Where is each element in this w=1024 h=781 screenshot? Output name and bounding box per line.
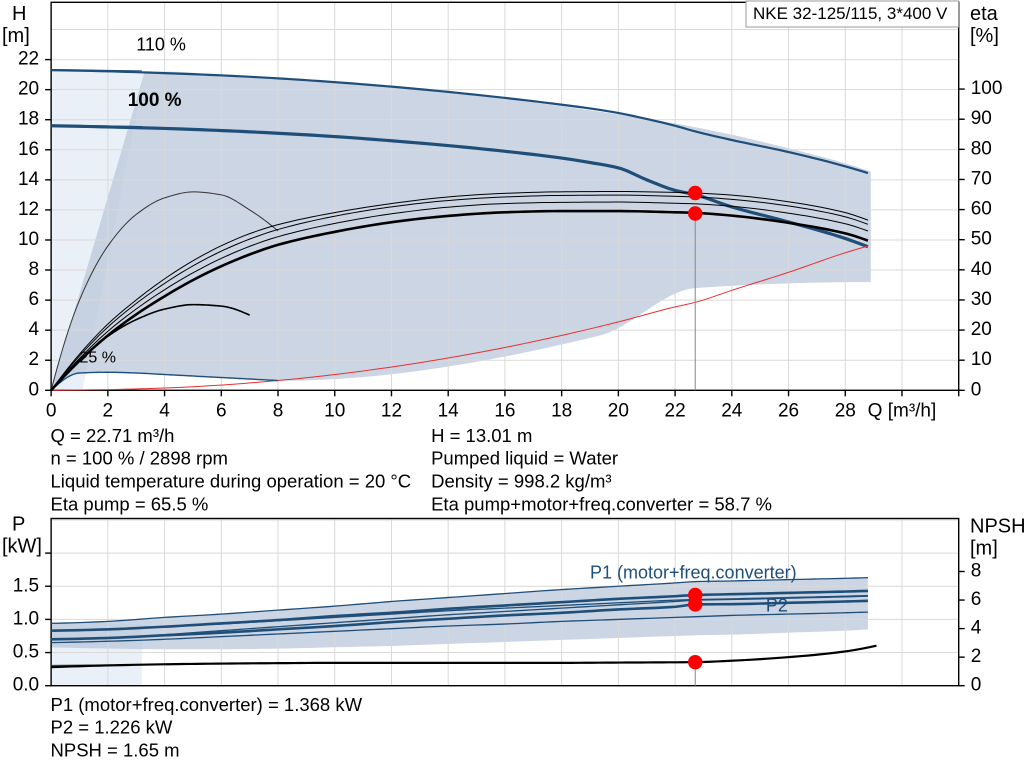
svg-text:4: 4	[971, 618, 982, 639]
svg-text:70: 70	[971, 168, 992, 189]
svg-text:n = 100 % / 2898 rpm: n = 100 % / 2898 rpm	[51, 448, 228, 469]
svg-text:P1 (motor+freq.converter) = 1.: P1 (motor+freq.converter) = 1.368 kW	[51, 694, 363, 715]
svg-text:8: 8	[273, 400, 284, 421]
svg-text:20: 20	[971, 319, 992, 340]
svg-text:10: 10	[324, 400, 345, 421]
svg-text:16: 16	[18, 139, 39, 160]
svg-text:P2: P2	[766, 595, 788, 615]
svg-text:80: 80	[971, 138, 992, 159]
svg-text:90: 90	[971, 108, 992, 129]
svg-text:100: 100	[971, 78, 1003, 99]
svg-text:50: 50	[971, 229, 992, 250]
svg-text:20: 20	[18, 79, 39, 100]
svg-text:NKE 32-125/115, 3*400 V: NKE 32-125/115, 3*400 V	[753, 4, 948, 23]
svg-text:H: H	[12, 3, 26, 25]
svg-text:22: 22	[665, 400, 686, 421]
svg-text:0: 0	[46, 400, 57, 421]
svg-text:[%]: [%]	[970, 25, 999, 47]
svg-text:H = 13.01 m: H = 13.01 m	[431, 425, 532, 446]
svg-text:60: 60	[971, 199, 992, 220]
svg-text:2: 2	[29, 349, 40, 370]
svg-text:2: 2	[103, 400, 114, 421]
svg-text:eta: eta	[970, 3, 999, 25]
svg-text:1.0: 1.0	[13, 608, 39, 629]
svg-text:100 %: 100 %	[128, 90, 182, 111]
svg-text:[m]: [m]	[2, 25, 30, 47]
svg-text:6: 6	[971, 589, 982, 610]
svg-text:22: 22	[18, 49, 39, 70]
svg-text:P: P	[12, 514, 25, 536]
svg-text:4: 4	[29, 319, 40, 340]
svg-text:18: 18	[18, 109, 39, 130]
svg-text:40: 40	[971, 259, 992, 280]
svg-text:30: 30	[971, 289, 992, 310]
svg-text:2: 2	[971, 646, 982, 667]
svg-text:14: 14	[438, 400, 460, 421]
svg-text:Pumped liquid = Water: Pumped liquid = Water	[431, 448, 618, 469]
svg-text:Eta pump+motor+freq.converter: Eta pump+motor+freq.converter = 58.7 %	[431, 493, 772, 514]
svg-text:P1 (motor+freq.converter): P1 (motor+freq.converter)	[590, 562, 797, 582]
svg-text:28: 28	[835, 400, 856, 421]
svg-text:[kW]: [kW]	[2, 536, 42, 558]
svg-text:P2 = 1.226 kW: P2 = 1.226 kW	[51, 717, 173, 738]
svg-text:18: 18	[551, 400, 572, 421]
svg-text:Q [m³/h]: Q [m³/h]	[868, 400, 937, 421]
svg-text:26: 26	[778, 400, 799, 421]
svg-text:12: 12	[18, 199, 39, 220]
svg-text:0: 0	[971, 379, 982, 400]
svg-text:0.0: 0.0	[13, 675, 39, 696]
svg-text:Liquid temperature during oper: Liquid temperature during operation = 20…	[51, 471, 412, 492]
svg-text:4: 4	[159, 400, 170, 421]
svg-text:0: 0	[29, 379, 40, 400]
svg-text:14: 14	[18, 169, 40, 190]
svg-text:Q = 22.71 m³/h: Q = 22.71 m³/h	[51, 425, 175, 446]
svg-text:8: 8	[971, 561, 982, 582]
svg-text:10: 10	[18, 229, 39, 250]
svg-text:Density = 998.2 kg/m³: Density = 998.2 kg/m³	[431, 471, 611, 492]
svg-text:NPSH: NPSH	[970, 516, 1024, 538]
svg-text:12: 12	[381, 400, 402, 421]
svg-text:6: 6	[29, 289, 40, 310]
svg-text:16: 16	[494, 400, 515, 421]
svg-text:24: 24	[721, 400, 743, 421]
svg-text:1.5: 1.5	[13, 575, 39, 596]
svg-text:0: 0	[971, 675, 982, 696]
svg-text:25 %: 25 %	[79, 349, 115, 366]
svg-text:NPSH = 1.65 m: NPSH = 1.65 m	[51, 740, 180, 761]
svg-text:0.5: 0.5	[13, 642, 39, 663]
svg-text:Eta pump = 65.5 %: Eta pump = 65.5 %	[51, 493, 209, 514]
svg-text:20: 20	[608, 400, 629, 421]
svg-text:110 %: 110 %	[136, 35, 186, 55]
svg-text:6: 6	[216, 400, 227, 421]
svg-text:[m]: [m]	[970, 538, 998, 560]
svg-text:8: 8	[29, 259, 40, 280]
svg-text:10: 10	[971, 349, 992, 370]
